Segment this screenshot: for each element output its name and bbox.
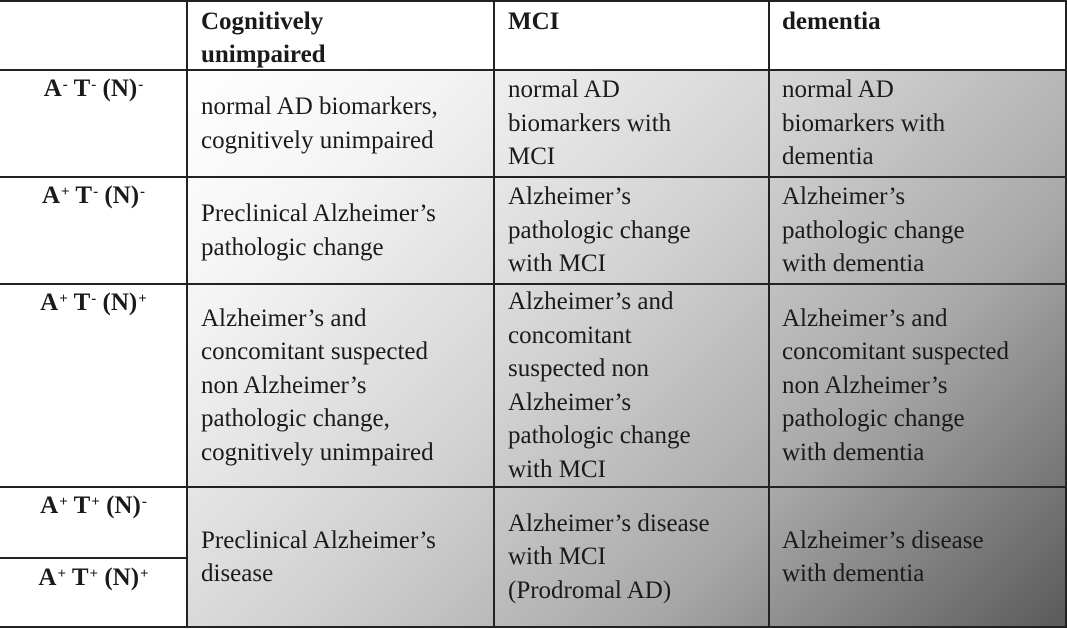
column-divider	[768, 0, 770, 628]
table-cell: Alzheimer’s and concomitant suspected no…	[508, 288, 691, 483]
table-cell: Preclinical Alzheimer’s pathologic chang…	[201, 200, 436, 261]
row-divider-first-column	[0, 557, 187, 559]
row-divider	[0, 486, 1067, 488]
row-code: A+ T+ (N)+	[38, 564, 149, 591]
table-cell: normal AD biomarkers, cognitively unimpa…	[201, 93, 438, 154]
table-border-right	[1065, 0, 1067, 628]
table-cell: normal AD biomarkers with dementia	[782, 76, 946, 171]
row-divider	[0, 283, 1067, 285]
row-code: A+ T- (N)+	[40, 289, 147, 316]
table-cell: Alzheimer’s pathologic change with MCI	[508, 183, 691, 278]
header-cognitively-unimpaired: Cognitively unimpaired	[201, 8, 326, 68]
row-divider	[0, 69, 1067, 71]
table-cell: normal AD biomarkers with MCI	[508, 76, 672, 171]
table-cell: Alzheimer’s disease with dementia	[782, 526, 984, 588]
header-dementia: dementia	[782, 8, 881, 35]
row-code: A+ T- (N)-	[41, 182, 146, 209]
table-border-top	[0, 0, 1067, 2]
row-code: A- T- (N)-	[43, 75, 144, 102]
column-divider	[493, 0, 495, 628]
shaded-cell-background	[187, 70, 1066, 627]
row-code: A+ T+ (N)-	[40, 492, 147, 519]
table-cell: Alzheimer’s disease with MCI (Prodromal …	[508, 509, 710, 604]
column-divider	[186, 0, 188, 628]
table-cell: Alzheimer’s pathologic change with demen…	[782, 183, 965, 278]
table-cell: Alzheimer’s and concomitant suspected no…	[782, 304, 1010, 466]
table-border-bottom	[0, 626, 1067, 628]
row-divider	[0, 176, 1067, 178]
header-mci: MCI	[508, 8, 560, 35]
table-cell: Preclinical Alzheimer’s disease	[201, 526, 436, 588]
table-cell: Alzheimer’s and concomitant suspected no…	[201, 304, 434, 466]
